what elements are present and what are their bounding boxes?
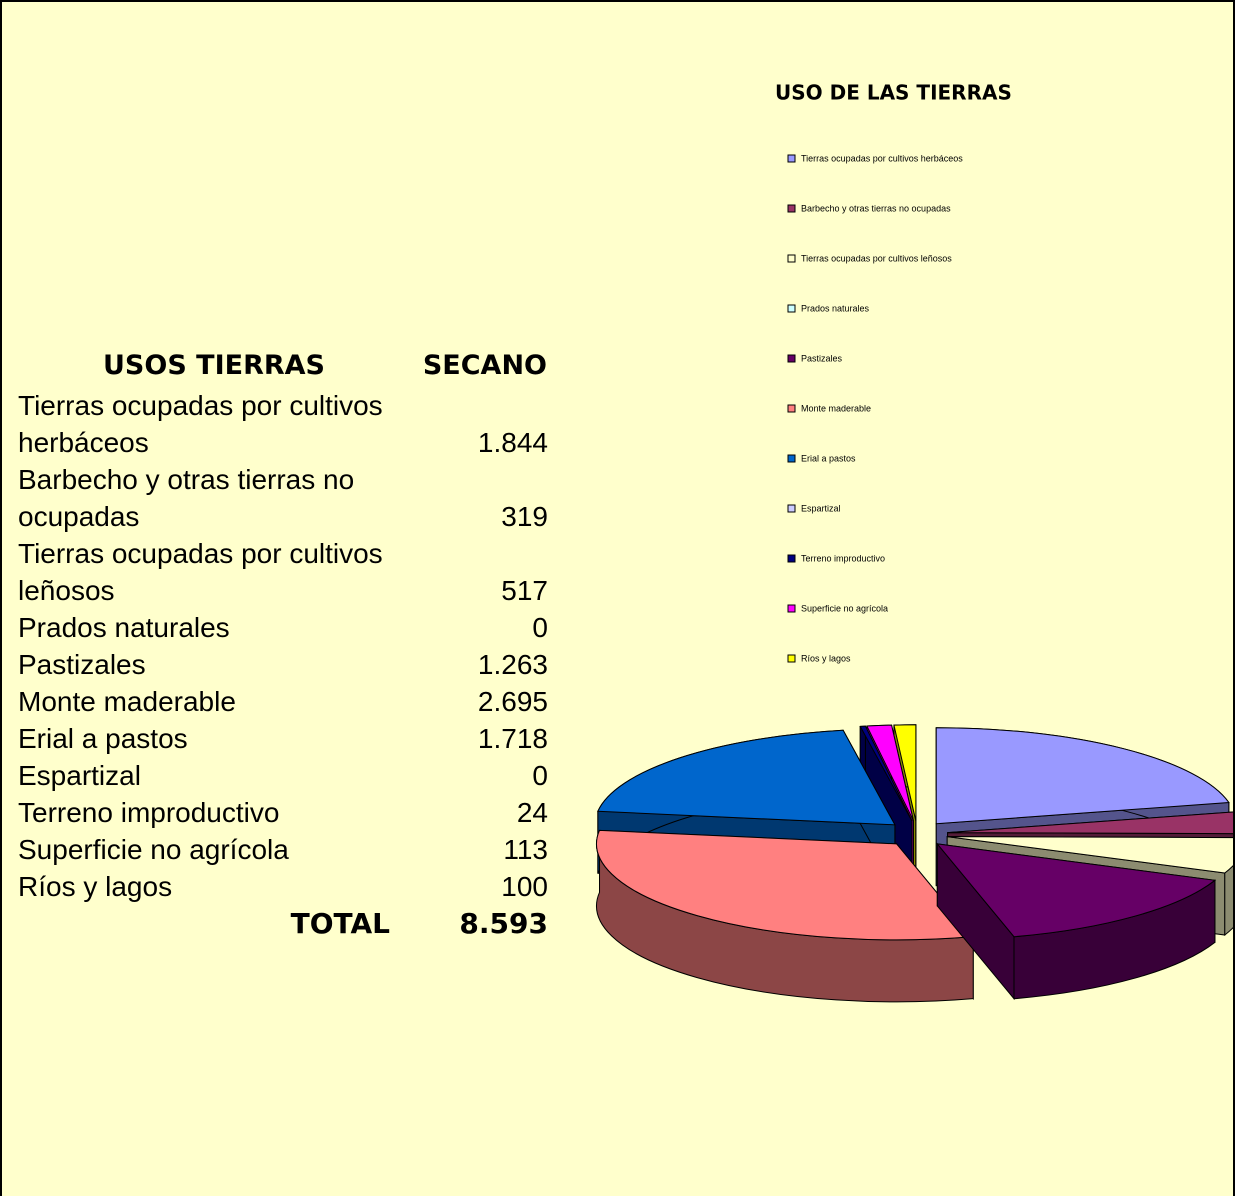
label-cell: Superficie no agrícola (18, 834, 289, 865)
legend-swatch (787, 504, 796, 513)
table-row: Ríos y lagos 100 (18, 868, 548, 905)
slice-side (1224, 865, 1233, 937)
label-cell: Espartizal (18, 760, 141, 791)
label-cell: Monte maderable (18, 686, 236, 717)
table-row: Terreno improductivo 24 (18, 794, 548, 831)
legend-swatch (787, 604, 796, 613)
legend-label: Espartizal (801, 503, 841, 513)
legend-swatch (787, 454, 796, 463)
table-row: Espartizal 0 (18, 757, 548, 794)
pie-slice (936, 842, 1217, 1001)
legend-swatch (787, 254, 796, 263)
legend-swatch (787, 154, 796, 163)
total-row: TOTAL 8.593 (18, 905, 548, 942)
legend-label: Superficie no agrícola (801, 603, 888, 613)
pie-slice (596, 829, 975, 1003)
value-cell: 319 (501, 501, 548, 532)
legend-label: Erial a pastos (801, 453, 856, 463)
slice-top (947, 836, 1233, 874)
legend-swatch (787, 404, 796, 413)
slice-top (936, 843, 1217, 938)
label-cell: Tierras ocupadas por cultivos leñosos (18, 538, 383, 606)
value-cell: 24 (516, 797, 548, 828)
slice-top (597, 729, 896, 826)
slice-top (866, 724, 914, 822)
value-cell: 1.844 (477, 427, 548, 458)
total-value: 8.593 (459, 907, 548, 940)
table-row: Barbecho y otras tierras no ocupadas 319 (18, 461, 548, 535)
table-row: Superficie no agrícola 113 (18, 831, 548, 868)
label-cell: Pastizales (18, 649, 146, 680)
value-cell: 2.695 (477, 686, 548, 717)
label-cell: Prados naturales (18, 612, 230, 643)
legend-label: Tierras ocupadas por cultivos leñosos (801, 253, 952, 263)
slice-top (947, 811, 1233, 835)
value-cell: 517 (501, 575, 548, 606)
label-cell: Erial a pastos (18, 723, 188, 754)
value-cell: 1.263 (477, 649, 548, 680)
label-cell: Tierras ocupadas por cultivos herbáceos (18, 390, 383, 458)
legend-swatch (787, 304, 796, 313)
table-row: Pastizales 1.263 (18, 646, 548, 683)
table-row: Monte maderable 2.695 (18, 683, 548, 720)
table-row: Erial a pastos 1.718 (18, 720, 548, 757)
chart-title: USO DE LAS TIERRAS (775, 81, 1012, 105)
slice-top (596, 829, 975, 941)
table-row: Tierras ocupadas por cultivos leñosos 517 (18, 535, 548, 609)
total-label: TOTAL (290, 907, 390, 940)
value-cell: 100 (501, 871, 548, 902)
legend-label: Barbecho y otras tierras no ocupadas (801, 203, 951, 213)
legend-label: Ríos y lagos (801, 653, 851, 663)
label-cell: Terreno improductivo (18, 797, 280, 828)
slice-top (935, 727, 1230, 825)
table-body: Tierras ocupadas por cultivos herbáceos 1… (18, 387, 548, 905)
header-cell: USOS TIERRAS (103, 350, 325, 381)
legend-swatch (787, 204, 796, 213)
header-row: USOS TIERRAS SECANO (18, 345, 548, 387)
table-row: Tierras ocupadas por cultivos herbáceos 1… (18, 387, 548, 461)
legend-swatch (787, 654, 796, 663)
legend-label: Pastizales (801, 353, 843, 363)
slice-top (893, 724, 917, 821)
legend-label: Monte maderable (801, 403, 871, 413)
legend-label: Prados naturales (801, 303, 870, 313)
slice-top (859, 725, 913, 822)
table-row: Prados naturales 0 (18, 609, 548, 646)
label-cell: Ríos y lagos (18, 871, 173, 902)
data-table: USOS TIERRAS SECANO Tierras ocupadas por… (18, 345, 548, 942)
value-cell: 1.718 (477, 723, 548, 754)
legend-swatch (787, 554, 796, 563)
header-cell: SECANO (422, 350, 547, 381)
value-cell: 0 (532, 760, 548, 791)
label-cell: Barbecho y otras tierras no ocupadas (18, 464, 355, 532)
legend-swatch (787, 354, 796, 363)
legend-label: Tierras ocupadas por cultivos herbáceos (801, 153, 963, 163)
legend-label: Terreno improductivo (801, 553, 885, 563)
value-cell: 0 (532, 612, 548, 643)
value-cell: 113 (503, 834, 548, 865)
